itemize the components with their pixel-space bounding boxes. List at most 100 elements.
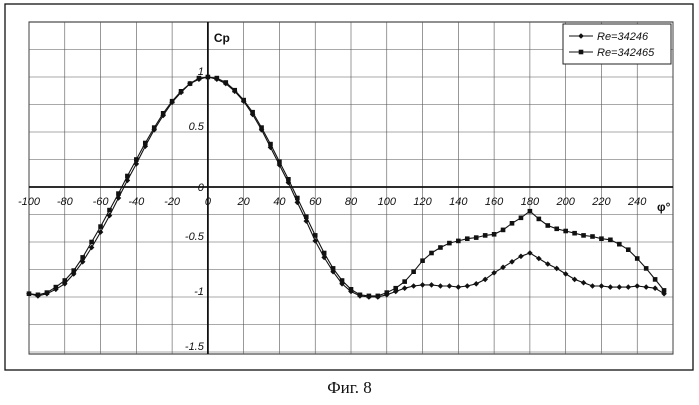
x-tick-label: 220 — [591, 196, 611, 208]
x-tick-label: 0 — [205, 196, 212, 208]
data-point — [501, 228, 506, 233]
data-point — [617, 242, 622, 247]
data-point — [447, 241, 452, 246]
x-tick-label: 140 — [449, 196, 468, 208]
data-point — [554, 227, 559, 232]
data-point — [483, 233, 488, 238]
x-tick-label: -40 — [128, 196, 145, 208]
data-point — [429, 251, 434, 256]
data-point — [384, 290, 389, 295]
data-point — [188, 81, 193, 86]
data-point — [98, 224, 103, 229]
data-point — [545, 223, 550, 228]
data-point — [635, 256, 640, 261]
data-point — [528, 209, 533, 214]
x-tick-label: 200 — [555, 196, 575, 208]
y-tick-label: -1 — [194, 286, 204, 298]
legend-entry: Re=34246 — [597, 31, 649, 43]
legend-entry: Re=342465 — [597, 47, 655, 59]
data-point — [393, 286, 398, 291]
data-point — [223, 80, 228, 85]
data-point — [340, 278, 345, 283]
data-point — [259, 125, 264, 130]
x-tick-label: -20 — [164, 196, 181, 208]
x-tick-label: 80 — [345, 196, 358, 208]
data-point — [45, 290, 50, 295]
data-point — [36, 293, 41, 298]
data-point — [322, 251, 327, 256]
data-point — [241, 98, 246, 103]
x-tick-label: 20 — [237, 196, 251, 208]
data-point — [206, 75, 211, 80]
y-tick-label: -1.5 — [185, 341, 205, 353]
data-point — [197, 76, 202, 81]
data-point — [349, 287, 354, 292]
data-point — [456, 239, 461, 244]
data-point — [358, 293, 363, 298]
y-tick-label: -0.5 — [185, 231, 205, 243]
data-point — [653, 277, 658, 282]
data-point — [152, 125, 157, 130]
data-point — [599, 236, 604, 241]
data-point — [161, 111, 166, 116]
x-tick-label: 160 — [485, 196, 504, 208]
legend: Re=34246 Re=342465 — [563, 24, 671, 64]
data-point — [232, 88, 237, 93]
chart: -100-80-60-40-20020406080100120140160180… — [0, 0, 699, 378]
data-point — [376, 294, 381, 299]
data-point — [295, 196, 300, 201]
x-tick-label: 40 — [273, 196, 286, 208]
data-point — [62, 278, 67, 283]
data-point — [581, 233, 586, 238]
legend-marker — [579, 50, 584, 55]
data-point — [250, 110, 255, 115]
data-point — [572, 231, 577, 236]
x-tick-label: 180 — [521, 196, 540, 208]
x-tick-label: -80 — [57, 196, 74, 208]
data-point — [465, 236, 470, 241]
data-point — [89, 240, 94, 245]
data-point — [143, 141, 148, 146]
data-point — [492, 232, 497, 237]
data-point — [215, 76, 220, 81]
x-tick-label: 100 — [378, 196, 397, 208]
data-point — [402, 279, 407, 284]
y-tick-label: 0.5 — [189, 121, 205, 133]
data-point — [411, 269, 416, 274]
x-tick-label: 120 — [413, 196, 432, 208]
data-point — [331, 266, 336, 271]
y-axis-label: Cp — [214, 31, 230, 45]
data-point — [537, 217, 542, 222]
data-point — [662, 288, 667, 293]
y-tick-label: 0 — [198, 182, 205, 194]
x-tick-label: 240 — [627, 196, 647, 208]
data-point — [179, 89, 184, 94]
data-point — [420, 258, 425, 263]
data-point — [277, 159, 282, 164]
data-point — [510, 221, 515, 226]
data-point — [116, 191, 121, 196]
data-point — [286, 177, 291, 182]
data-point — [313, 233, 318, 238]
data-point — [268, 142, 273, 147]
data-point — [125, 174, 130, 179]
x-tick-label: -60 — [93, 196, 110, 208]
data-point — [474, 235, 479, 240]
figure-caption: Фиг. 8 — [0, 378, 699, 398]
data-point — [644, 266, 649, 271]
data-point — [170, 99, 175, 104]
data-point — [27, 291, 32, 296]
data-point — [563, 229, 568, 234]
data-point — [367, 294, 372, 299]
data-point — [107, 208, 112, 213]
data-point — [71, 268, 76, 273]
x-tick-label: 60 — [309, 196, 322, 208]
x-axis-label: φ° — [657, 200, 671, 214]
data-point — [54, 285, 59, 290]
data-point — [304, 214, 309, 219]
data-point — [134, 157, 139, 162]
data-point — [626, 247, 631, 252]
data-point — [438, 245, 443, 250]
data-point — [590, 234, 595, 239]
data-point — [519, 216, 524, 221]
